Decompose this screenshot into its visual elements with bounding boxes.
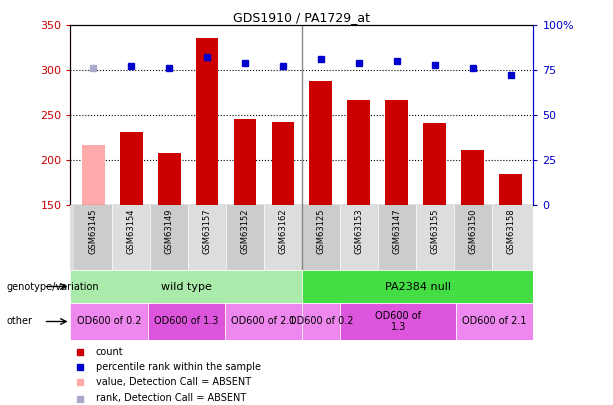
Bar [74, 205, 112, 270]
Text: OD600 of 0.2: OD600 of 0.2 [289, 316, 354, 326]
Bar [310, 81, 332, 205]
Bar [196, 38, 218, 205]
Text: GSM63150: GSM63150 [468, 208, 477, 254]
Bar [302, 270, 533, 303]
Text: OD600 of 2.1: OD600 of 2.1 [231, 316, 295, 326]
Text: wild type: wild type [161, 281, 211, 292]
Bar [302, 205, 340, 270]
Bar [499, 173, 522, 205]
Bar [416, 205, 454, 270]
Text: GSM63152: GSM63152 [240, 208, 249, 254]
Bar [264, 205, 302, 270]
Bar [120, 132, 143, 205]
Bar [340, 303, 456, 340]
Text: value, Detection Call = ABSENT: value, Detection Call = ABSENT [96, 377, 251, 387]
Text: OD600 of
1.3: OD600 of 1.3 [375, 311, 421, 332]
Text: OD600 of 1.3: OD600 of 1.3 [154, 316, 218, 326]
Text: GSM63162: GSM63162 [278, 208, 287, 254]
Text: GSM63158: GSM63158 [506, 208, 515, 254]
Bar [188, 205, 226, 270]
Bar [424, 123, 446, 205]
Text: GSM63145: GSM63145 [89, 208, 97, 254]
Text: percentile rank within the sample: percentile rank within the sample [96, 362, 261, 372]
Bar [302, 303, 340, 340]
Text: rank, Detection Call = ABSENT: rank, Detection Call = ABSENT [96, 394, 246, 403]
Bar [386, 100, 408, 205]
Bar [70, 303, 148, 340]
Bar [148, 303, 225, 340]
Bar [150, 205, 188, 270]
Bar [226, 205, 264, 270]
Bar [225, 303, 302, 340]
Text: GSM63125: GSM63125 [316, 208, 326, 254]
Text: OD600 of 2.1: OD600 of 2.1 [462, 316, 527, 326]
Title: GDS1910 / PA1729_at: GDS1910 / PA1729_at [234, 11, 370, 24]
Bar [158, 153, 180, 205]
Bar [456, 303, 533, 340]
Bar [348, 100, 370, 205]
Bar [461, 150, 484, 205]
Text: PA2384 null: PA2384 null [384, 281, 451, 292]
Text: GSM63149: GSM63149 [165, 208, 173, 254]
Text: GSM63155: GSM63155 [430, 208, 439, 254]
Text: GSM63157: GSM63157 [202, 208, 211, 254]
Bar [272, 122, 294, 205]
Text: GSM63147: GSM63147 [392, 208, 402, 254]
Bar [492, 205, 530, 270]
Bar [82, 145, 105, 205]
Text: OD600 of 0.2: OD600 of 0.2 [77, 316, 142, 326]
Bar [234, 119, 256, 205]
Text: GSM63153: GSM63153 [354, 208, 364, 254]
Bar [454, 205, 492, 270]
Bar [70, 270, 302, 303]
Bar [378, 205, 416, 270]
Text: other: other [6, 316, 32, 326]
Text: genotype/variation: genotype/variation [6, 281, 99, 292]
Text: count: count [96, 347, 124, 357]
Bar [112, 205, 150, 270]
Bar [340, 205, 378, 270]
Text: GSM63154: GSM63154 [127, 208, 135, 254]
